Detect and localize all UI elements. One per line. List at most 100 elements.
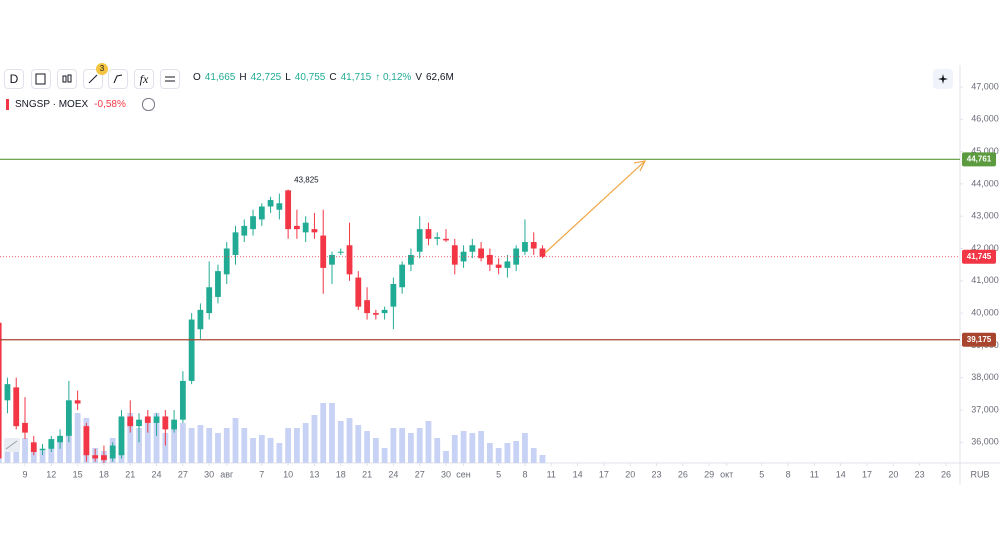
candle-body <box>232 232 239 255</box>
volume-bar <box>486 443 493 463</box>
volume-bar <box>320 403 327 463</box>
candle-body <box>337 251 344 253</box>
symbol[interactable]: SNGSP · MOEX <box>15 99 89 110</box>
settings-button[interactable] <box>160 69 180 89</box>
candle-body <box>101 455 107 461</box>
volume-bar <box>4 443 11 463</box>
y-tick-label: 44,000 <box>971 178 999 188</box>
volume-bar <box>22 438 28 463</box>
candle-body <box>118 416 125 456</box>
drawing-button[interactable] <box>108 69 128 89</box>
volume-bar <box>311 415 318 463</box>
ohlc-value: 41,715 <box>340 72 372 83</box>
icon <box>88 74 98 84</box>
volume-bar <box>294 428 300 463</box>
volume-bar <box>267 438 274 463</box>
x-tick-label: 13 <box>309 469 319 479</box>
volume-bar <box>522 433 528 463</box>
volume-bar <box>206 428 213 463</box>
compare-button[interactable] <box>31 69 51 89</box>
volume-bar <box>197 425 204 463</box>
x-tick-label: авг <box>220 469 234 479</box>
volume-bar <box>171 428 178 463</box>
candle-layer <box>0 189 546 463</box>
candle-body <box>171 419 178 430</box>
x-tick-label: 18 <box>99 469 109 479</box>
volume-bar <box>276 443 283 463</box>
volume-bar <box>285 428 292 463</box>
y-tick-label: 43,000 <box>971 211 999 221</box>
volume-bar <box>136 428 142 463</box>
symbol-row: SNGSP · MOEX -0,58% <box>6 98 155 111</box>
candle-body <box>434 237 441 239</box>
volume-bar <box>74 413 81 463</box>
interval-button[interactable]: D <box>4 69 24 89</box>
x-tick-label: 20 <box>625 469 635 479</box>
candle-body <box>74 400 81 404</box>
candle-body <box>372 313 379 315</box>
candle-body <box>416 229 423 252</box>
x-tick-label: 23 <box>915 469 925 479</box>
volume-bar <box>364 431 370 463</box>
candle-body <box>504 261 511 268</box>
x-tick-label: 21 <box>362 469 372 479</box>
x-tick-label: 8 <box>786 469 791 479</box>
volume-bar <box>513 441 520 463</box>
volume-bar <box>530 448 537 463</box>
candle-body <box>381 309 388 314</box>
volume-bar <box>13 443 20 463</box>
candle-body <box>522 242 528 252</box>
candle-body <box>294 225 300 230</box>
volume-bar <box>153 413 160 463</box>
volume-bar <box>425 421 432 463</box>
price-tag <box>962 249 996 264</box>
x-tick-label: 7 <box>259 469 264 479</box>
ohlc-key: O <box>193 72 201 83</box>
volume-bar <box>381 448 388 463</box>
candle-body <box>364 300 370 314</box>
candle-body <box>13 387 20 427</box>
x-tick-label: 14 <box>836 469 846 479</box>
ohlc-legend: O 41,665 H 42,725 L 40,755 C 41,715 ↑ 0,12% V 62,6… <box>193 72 454 83</box>
ai-button[interactable] <box>933 69 953 89</box>
y-tick-label: 46,000 <box>971 114 999 124</box>
volume-bar <box>372 438 379 463</box>
indicators-button[interactable]: fx <box>134 69 154 89</box>
volume-bar <box>478 431 484 463</box>
x-tick-label: 29 <box>704 469 714 479</box>
volume-bar <box>399 428 406 463</box>
y-tick-label: 36,000 <box>971 437 999 447</box>
volume-bar <box>232 418 239 463</box>
price-tag <box>962 152 996 167</box>
candle-body <box>153 416 160 423</box>
x-tick-label: 15 <box>73 469 83 479</box>
volume-bar <box>215 433 221 463</box>
volume-bar <box>188 428 195 463</box>
chart-type-button[interactable] <box>57 69 77 89</box>
add-symbol-button[interactable] <box>141 98 155 111</box>
icon <box>113 74 123 84</box>
volume-bar <box>127 413 134 463</box>
candle-body <box>495 264 502 268</box>
volume-bar <box>302 423 309 463</box>
candle-body <box>267 200 274 207</box>
volume-key: V <box>415 72 422 83</box>
x-tick-label: 21 <box>125 469 135 479</box>
ohlc-value: 41,665 <box>204 72 236 83</box>
y-tick-label: 38,000 <box>971 372 999 382</box>
candle-body <box>355 277 362 307</box>
candle-body <box>346 245 353 275</box>
candle-body <box>92 455 99 459</box>
arrow-head <box>633 160 647 172</box>
candle-body <box>0 322 2 459</box>
volume-bar <box>451 435 458 463</box>
candle-body <box>390 284 397 307</box>
volume-bar <box>241 428 248 463</box>
volume-bar <box>39 451 46 463</box>
x-tick-label: 23 <box>652 469 662 479</box>
icon <box>62 74 72 83</box>
alerts-button[interactable] <box>83 69 103 89</box>
candle-body <box>39 448 46 451</box>
volume-bar <box>144 423 151 463</box>
